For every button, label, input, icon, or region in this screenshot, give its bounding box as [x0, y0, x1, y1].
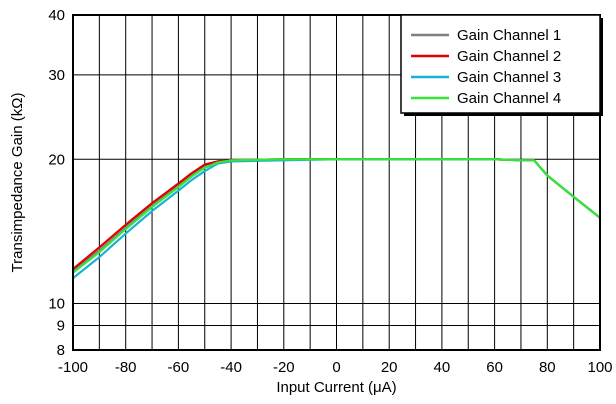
- plot-area: [73, 158, 600, 279]
- plot-frame: [72, 14, 601, 351]
- legend: Gain Channel 1 Gain Channel 2 Gain Channel…: [400, 14, 603, 116]
- x-tick-label: 20: [381, 359, 398, 376]
- x-tick-label: -20: [273, 359, 295, 376]
- y-tick-label: 10: [48, 296, 65, 313]
- legend-label-2: Gain Channel 2: [457, 48, 561, 65]
- x-tick-labels: -100 -80 -60 -40 -20 0 20 40 60 80 100: [58, 359, 613, 376]
- x-tick-label: -60: [168, 359, 190, 376]
- legend-label-3: Gain Channel 3: [457, 69, 561, 86]
- y-axis-title: Transimpedance Gain (kΩ): [9, 93, 26, 273]
- x-axis-title: Input Current (μA): [276, 379, 396, 396]
- y-tick-label: 40: [48, 7, 65, 24]
- legend-label-4: Gain Channel 4: [457, 90, 561, 107]
- x-tick-label: -40: [220, 359, 242, 376]
- x-tick-label: -100: [58, 359, 88, 376]
- x-tick-label: -80: [115, 359, 137, 376]
- y-tick-label: 30: [48, 67, 65, 84]
- legend-box: [400, 14, 601, 114]
- x-tick-label: 40: [434, 359, 451, 376]
- y-tick-label: 20: [48, 151, 65, 168]
- x-tick-label: 0: [332, 359, 340, 376]
- y-tick-label: 8: [57, 342, 65, 359]
- x-tick-label: 100: [587, 359, 612, 376]
- legend-label-1: Gain Channel 1: [457, 27, 561, 44]
- x-tick-label: 60: [486, 359, 503, 376]
- y-tick-labels: 8 9 10 20 30 40: [48, 7, 65, 359]
- x-tick-label: 80: [539, 359, 556, 376]
- series-line-4: [73, 158, 600, 274]
- y-tick-label: 9: [57, 317, 65, 334]
